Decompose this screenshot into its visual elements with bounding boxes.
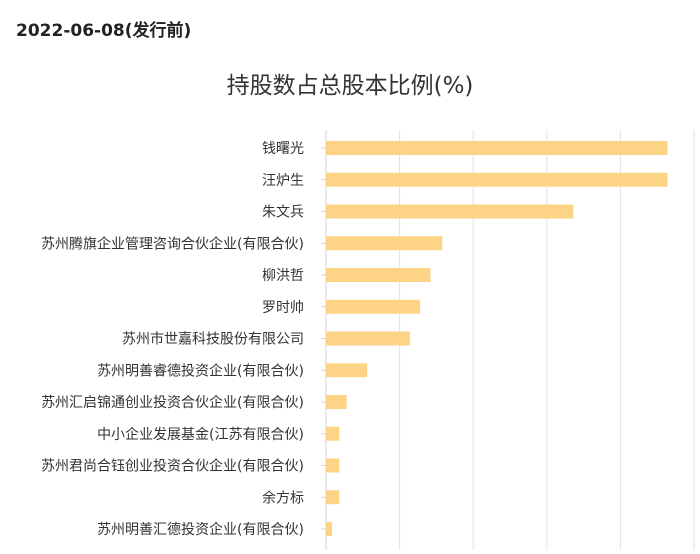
- bar: [326, 426, 340, 441]
- bar: [326, 522, 332, 536]
- bar: [326, 172, 668, 187]
- category-label: 汪炉生: [262, 173, 304, 189]
- bar: [326, 395, 347, 409]
- bar: [326, 204, 574, 219]
- category-label: 余方标: [262, 489, 304, 506]
- bar: [326, 236, 443, 251]
- bar: [326, 268, 431, 282]
- category-label: 苏州市世嘉科技股份有限公司: [122, 331, 304, 348]
- bar: [326, 363, 368, 378]
- category-label: 中小企业发展基金(江苏有限合伙): [97, 426, 304, 443]
- category-label: 苏州明善睿德投资企业(有限合伙): [97, 362, 304, 379]
- bar: [326, 299, 421, 314]
- category-label: 苏州汇启锦通创业投资合伙企业(有限合伙): [41, 394, 304, 411]
- bar: [326, 141, 668, 155]
- bar: [326, 490, 340, 505]
- category-label: 朱文兵: [262, 205, 304, 221]
- date-label: 2022-06-08(发行前): [16, 21, 192, 41]
- category-label: 柳洪哲: [262, 267, 304, 284]
- category-label: 苏州腾旗企业管理咨询合伙企业(有限合伙): [41, 235, 304, 252]
- category-label: 苏州君尚合钰创业投资合伙企业(有限合伙): [41, 458, 304, 475]
- category-label: 罗时帅: [262, 300, 304, 316]
- chart-title: 持股数占总股本比例(%): [226, 73, 474, 99]
- category-label: 钱曙光: [262, 141, 304, 157]
- bar: [326, 458, 340, 473]
- bar-layer: [326, 141, 668, 536]
- category-label: 苏州明善汇德投资企业(有限合伙): [97, 521, 304, 538]
- bar: [326, 331, 410, 346]
